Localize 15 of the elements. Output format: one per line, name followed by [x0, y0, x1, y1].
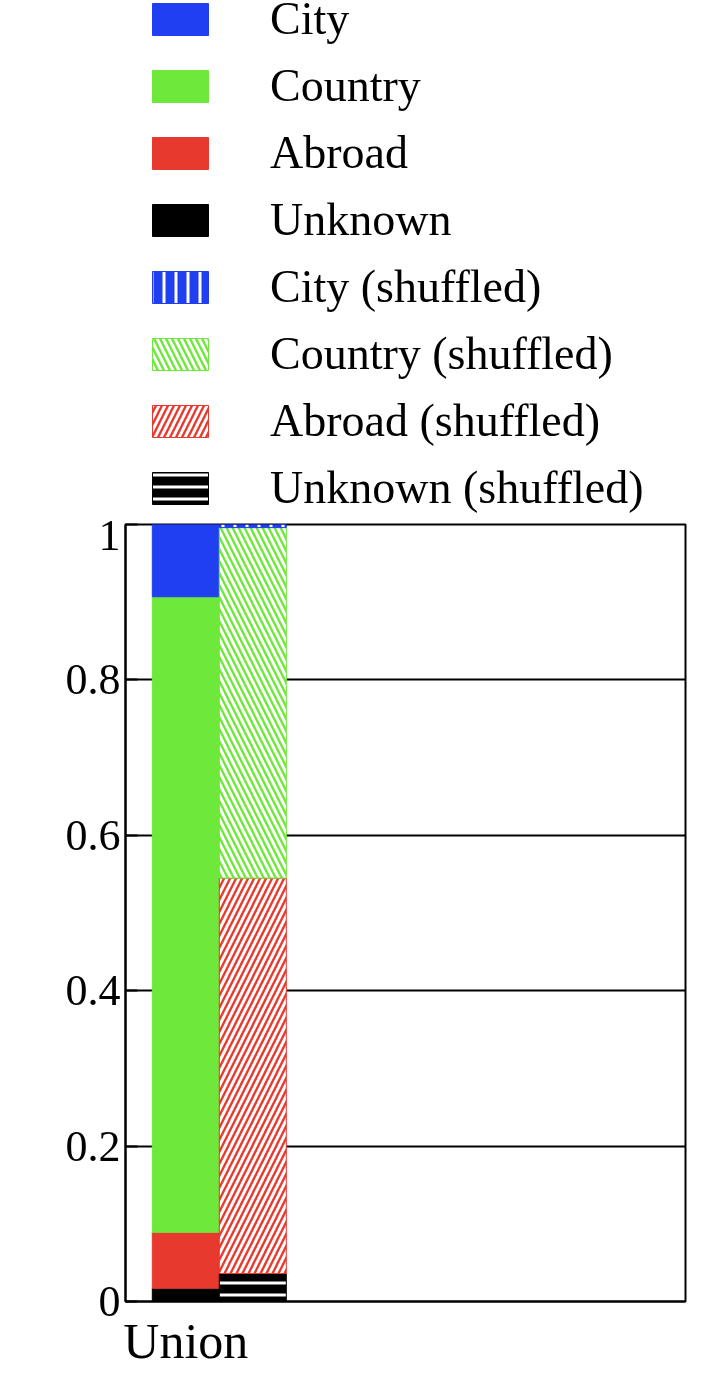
legend-label: Abroad [270, 126, 408, 179]
legend-label: City (shuffled) [270, 260, 542, 313]
y-tick-label: 0.2 [65, 1121, 121, 1171]
legend-label: Country [270, 59, 421, 112]
legend-label: Unknown [270, 193, 452, 246]
legend-label: City [270, 0, 350, 45]
x-tick-label: Union [123, 1312, 249, 1369]
y-tick-label: 0.8 [65, 655, 121, 705]
legend-label: Unknown (shuffled) [270, 461, 644, 514]
y-tick-label: 0.6 [65, 810, 121, 860]
legend-label: Country (shuffled) [270, 327, 613, 380]
y-tick-label: 1 [98, 510, 121, 560]
y-tick-label: 0 [98, 1277, 121, 1326]
y-tick-label: 0.4 [65, 966, 121, 1016]
legend-label: Abroad (shuffled) [270, 394, 600, 447]
